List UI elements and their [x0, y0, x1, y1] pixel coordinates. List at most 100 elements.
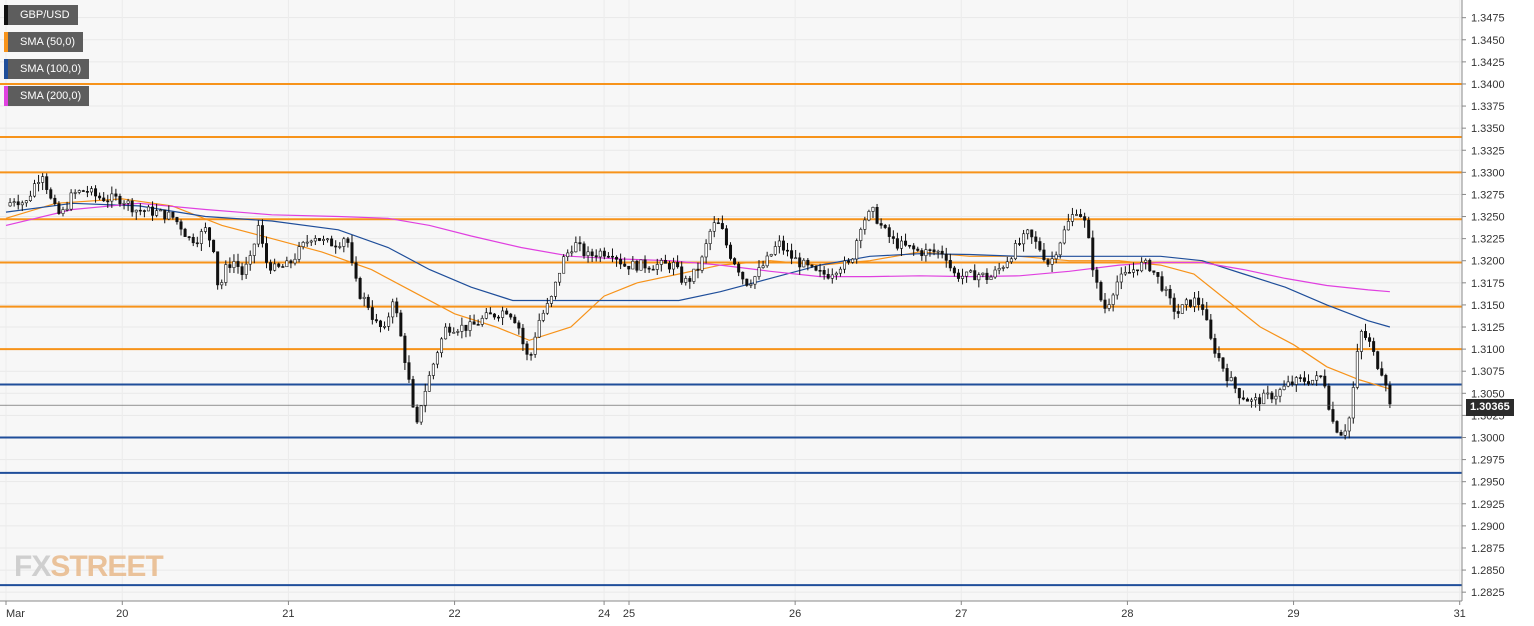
candle-body: [232, 261, 236, 268]
logo-fx-text: FX: [14, 550, 51, 583]
candle-body: [1270, 392, 1274, 400]
candle-body: [1307, 381, 1311, 385]
candle-body: [553, 281, 557, 297]
candle-body: [1278, 389, 1282, 397]
candle-body: [863, 219, 867, 230]
candle-body: [252, 243, 256, 256]
candle-body: [110, 193, 114, 202]
candle-body: [277, 263, 281, 267]
candle-body: [12, 201, 16, 204]
legend-item-sma100[interactable]: SMA (100,0): [4, 59, 90, 79]
candle-body: [1095, 269, 1099, 283]
candle-body: [627, 265, 631, 270]
y-tick-label: 1.3400: [1471, 79, 1505, 91]
candle-body: [492, 313, 496, 318]
candle-body: [558, 272, 562, 283]
candle-body: [484, 312, 488, 319]
candle-body: [281, 266, 285, 268]
candle-body: [248, 255, 252, 265]
candle-body: [73, 192, 77, 194]
candle-body: [887, 227, 891, 237]
y-tick-label: 1.2850: [1471, 565, 1505, 577]
candle-body: [260, 225, 264, 244]
candle-body: [358, 278, 362, 299]
candle-body: [623, 263, 627, 267]
candle-body: [1254, 397, 1258, 401]
candle-body: [236, 261, 240, 267]
candle-body: [1233, 377, 1237, 389]
candle-body: [1152, 270, 1156, 273]
legend-item-sma200[interactable]: SMA (200,0): [4, 86, 90, 106]
candle-body: [1176, 311, 1180, 314]
candle-body: [53, 197, 57, 205]
y-tick-label: 1.3350: [1471, 123, 1505, 135]
candle-body: [81, 190, 85, 192]
candle-body: [1193, 297, 1197, 307]
candle-body: [1180, 304, 1184, 314]
legend-item-gbpusd[interactable]: GBP/USD: [4, 5, 78, 25]
legend-item-sma50[interactable]: SMA (50,0): [4, 32, 84, 52]
candle-body: [619, 258, 623, 265]
candle-body: [350, 242, 354, 264]
candle-body: [1245, 398, 1249, 402]
candle-body: [948, 260, 952, 269]
candle-body: [456, 331, 460, 333]
candle-body: [594, 255, 598, 258]
candle-body: [590, 251, 594, 256]
candle-body: [659, 260, 663, 265]
candle-body: [867, 211, 871, 221]
y-tick-label: 1.3450: [1471, 35, 1505, 47]
candle-body: [1172, 297, 1176, 312]
candle-body: [130, 200, 134, 213]
candle-body: [1062, 229, 1066, 244]
candle-body: [391, 301, 395, 318]
candle-body: [297, 246, 301, 260]
fxstreet-logo: FXSTREET: [14, 550, 164, 584]
candle-body: [1131, 269, 1135, 273]
y-tick-label: 1.3150: [1471, 300, 1505, 312]
candle-body: [961, 275, 965, 279]
candle-body: [610, 255, 614, 258]
x-tick-label: Mar: [6, 608, 25, 620]
y-tick-label: 1.3425: [1471, 57, 1505, 69]
candle-body: [1355, 351, 1359, 388]
candle-body: [289, 260, 293, 264]
x-tick-label: 27: [955, 608, 967, 620]
candle-body: [1376, 351, 1380, 369]
candle-body: [8, 202, 12, 207]
y-tick-label: 1.3225: [1471, 234, 1505, 246]
candle-body: [301, 242, 305, 247]
y-tick-label: 1.2975: [1471, 455, 1505, 467]
y-axis: 1.2825 1.2850 1.2875 1.2900 1.2925 1.2950 1.29…: [1462, 13, 1505, 599]
candle-body: [1250, 399, 1254, 402]
candle-body: [122, 202, 126, 205]
y-tick-label: 1.3250: [1471, 212, 1505, 224]
candle-body: [838, 268, 842, 274]
candle-body: [415, 406, 419, 423]
candle-body: [305, 241, 309, 244]
candle-body: [1136, 269, 1140, 272]
candle-body: [908, 244, 912, 247]
candle-body: [545, 303, 549, 314]
candle-body: [1213, 338, 1217, 354]
candle-body: [175, 217, 179, 223]
candle-body: [1148, 259, 1152, 272]
candle-body: [781, 240, 785, 251]
candle-body: [228, 264, 232, 268]
candle-body: [1351, 387, 1355, 419]
candle-body: [293, 258, 297, 264]
candle-body: [285, 260, 289, 268]
candle-body: [220, 282, 224, 286]
x-tick-label: 25: [623, 608, 635, 620]
candle-body: [1111, 294, 1115, 305]
candle-body: [57, 203, 61, 214]
candle-body: [761, 265, 765, 268]
candle-body: [1237, 388, 1241, 399]
candle-body: [102, 197, 106, 202]
y-tick-label: 1.3275: [1471, 189, 1505, 201]
candle-body: [635, 260, 639, 271]
candle-body: [855, 240, 859, 260]
candle-body: [1123, 272, 1127, 275]
candle-body: [216, 251, 220, 286]
candle-body: [1197, 297, 1201, 305]
